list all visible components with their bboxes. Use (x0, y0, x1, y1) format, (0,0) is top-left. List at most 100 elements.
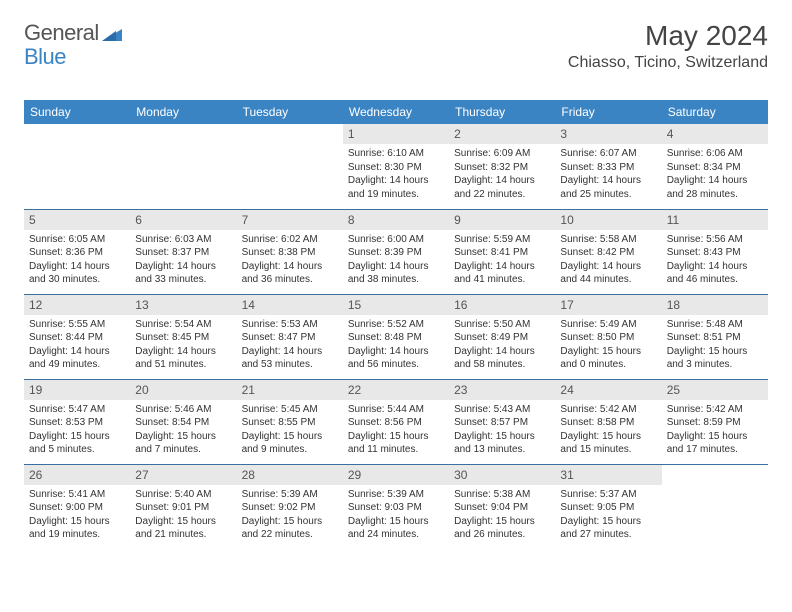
calendar-cell-empty (237, 124, 343, 209)
calendar-cell: 4Sunrise: 6:06 AMSunset: 8:34 PMDaylight… (662, 124, 768, 209)
cell-sunrise: Sunrise: 5:46 AM (135, 403, 231, 417)
cell-daylight2: and 0 minutes. (560, 358, 656, 372)
calendar-cell: 7Sunrise: 6:02 AMSunset: 8:38 PMDaylight… (237, 209, 343, 294)
calendar-cell-empty (662, 464, 768, 549)
cell-sunrise: Sunrise: 5:39 AM (348, 488, 444, 502)
calendar-week: 5Sunrise: 6:05 AMSunset: 8:36 PMDaylight… (24, 209, 768, 294)
cell-sunset: Sunset: 9:04 PM (454, 501, 550, 515)
calendar-cell: 1Sunrise: 6:10 AMSunset: 8:30 PMDaylight… (343, 124, 449, 209)
calendar-cell: 12Sunrise: 5:55 AMSunset: 8:44 PMDayligh… (24, 294, 130, 379)
cell-sunrise: Sunrise: 5:38 AM (454, 488, 550, 502)
day-number: 29 (343, 465, 449, 485)
calendar-cell: 17Sunrise: 5:49 AMSunset: 8:50 PMDayligh… (555, 294, 661, 379)
cell-sunrise: Sunrise: 5:40 AM (135, 488, 231, 502)
cell-daylight2: and 5 minutes. (29, 443, 125, 457)
cell-daylight2: and 33 minutes. (135, 273, 231, 287)
cell-sunset: Sunset: 8:44 PM (29, 331, 125, 345)
cell-sunset: Sunset: 8:50 PM (560, 331, 656, 345)
calendar-cell: 30Sunrise: 5:38 AMSunset: 9:04 PMDayligh… (449, 464, 555, 549)
day-number: 19 (24, 380, 130, 400)
calendar-cell-empty (130, 124, 236, 209)
cell-daylight2: and 26 minutes. (454, 528, 550, 542)
calendar-page: General May 2024 Chiasso, Ticino, Switze… (0, 0, 792, 612)
cell-sunset: Sunset: 8:58 PM (560, 416, 656, 430)
cell-daylight2: and 49 minutes. (29, 358, 125, 372)
cell-sunrise: Sunrise: 5:48 AM (667, 318, 763, 332)
cell-daylight1: Daylight: 14 hours (29, 260, 125, 274)
cell-daylight1: Daylight: 14 hours (242, 260, 338, 274)
cell-sunset: Sunset: 8:51 PM (667, 331, 763, 345)
calendar-head: SundayMondayTuesdayWednesdayThursdayFrid… (24, 100, 768, 124)
cell-sunrise: Sunrise: 5:58 AM (560, 233, 656, 247)
cell-daylight1: Daylight: 14 hours (135, 260, 231, 274)
cell-sunset: Sunset: 9:03 PM (348, 501, 444, 515)
cell-sunrise: Sunrise: 5:56 AM (667, 233, 763, 247)
calendar-week: 19Sunrise: 5:47 AMSunset: 8:53 PMDayligh… (24, 379, 768, 464)
day-number: 17 (555, 295, 661, 315)
cell-sunset: Sunset: 8:39 PM (348, 246, 444, 260)
day-number: 14 (237, 295, 343, 315)
day-number: 21 (237, 380, 343, 400)
calendar-cell: 2Sunrise: 6:09 AMSunset: 8:32 PMDaylight… (449, 124, 555, 209)
cell-sunset: Sunset: 8:57 PM (454, 416, 550, 430)
cell-sunrise: Sunrise: 6:10 AM (348, 147, 444, 161)
weekday-header: Saturday (662, 100, 768, 124)
calendar-cell: 20Sunrise: 5:46 AMSunset: 8:54 PMDayligh… (130, 379, 236, 464)
cell-daylight1: Daylight: 15 hours (29, 430, 125, 444)
cell-sunset: Sunset: 8:30 PM (348, 161, 444, 175)
cell-sunrise: Sunrise: 5:52 AM (348, 318, 444, 332)
cell-daylight2: and 30 minutes. (29, 273, 125, 287)
cell-sunrise: Sunrise: 5:43 AM (454, 403, 550, 417)
cell-daylight2: and 36 minutes. (242, 273, 338, 287)
cell-daylight2: and 44 minutes. (560, 273, 656, 287)
cell-sunset: Sunset: 8:55 PM (242, 416, 338, 430)
weekday-header: Sunday (24, 100, 130, 124)
calendar-cell: 27Sunrise: 5:40 AMSunset: 9:01 PMDayligh… (130, 464, 236, 549)
calendar-cell: 9Sunrise: 5:59 AMSunset: 8:41 PMDaylight… (449, 209, 555, 294)
cell-daylight1: Daylight: 15 hours (348, 430, 444, 444)
cell-daylight1: Daylight: 14 hours (135, 345, 231, 359)
calendar-cell: 11Sunrise: 5:56 AMSunset: 8:43 PMDayligh… (662, 209, 768, 294)
weekday-header: Wednesday (343, 100, 449, 124)
day-number: 1 (343, 124, 449, 144)
cell-daylight2: and 7 minutes. (135, 443, 231, 457)
cell-sunset: Sunset: 8:41 PM (454, 246, 550, 260)
cell-daylight2: and 51 minutes. (135, 358, 231, 372)
calendar-table: SundayMondayTuesdayWednesdayThursdayFrid… (24, 100, 768, 549)
cell-sunrise: Sunrise: 6:03 AM (135, 233, 231, 247)
cell-daylight1: Daylight: 15 hours (29, 515, 125, 529)
cell-sunrise: Sunrise: 5:50 AM (454, 318, 550, 332)
cell-daylight1: Daylight: 14 hours (348, 260, 444, 274)
cell-sunrise: Sunrise: 5:44 AM (348, 403, 444, 417)
cell-daylight2: and 13 minutes. (454, 443, 550, 457)
cell-daylight1: Daylight: 15 hours (348, 515, 444, 529)
cell-daylight1: Daylight: 14 hours (454, 260, 550, 274)
day-number: 23 (449, 380, 555, 400)
cell-sunset: Sunset: 8:47 PM (242, 331, 338, 345)
cell-sunrise: Sunrise: 6:06 AM (667, 147, 763, 161)
cell-daylight1: Daylight: 14 hours (560, 260, 656, 274)
cell-daylight1: Daylight: 15 hours (242, 515, 338, 529)
cell-daylight2: and 3 minutes. (667, 358, 763, 372)
weekday-header: Monday (130, 100, 236, 124)
calendar-cell: 14Sunrise: 5:53 AMSunset: 8:47 PMDayligh… (237, 294, 343, 379)
cell-sunset: Sunset: 8:49 PM (454, 331, 550, 345)
cell-sunrise: Sunrise: 6:00 AM (348, 233, 444, 247)
cell-sunrise: Sunrise: 5:45 AM (242, 403, 338, 417)
logo-blue-wrap: Blue (24, 44, 66, 70)
cell-daylight1: Daylight: 14 hours (348, 345, 444, 359)
cell-daylight2: and 28 minutes. (667, 188, 763, 202)
cell-sunset: Sunset: 8:53 PM (29, 416, 125, 430)
cell-daylight2: and 9 minutes. (242, 443, 338, 457)
day-number: 5 (24, 210, 130, 230)
cell-daylight1: Daylight: 14 hours (454, 174, 550, 188)
day-number: 11 (662, 210, 768, 230)
title-block: May 2024 Chiasso, Ticino, Switzerland (568, 20, 768, 72)
day-number: 22 (343, 380, 449, 400)
cell-daylight2: and 11 minutes. (348, 443, 444, 457)
day-number: 10 (555, 210, 661, 230)
location: Chiasso, Ticino, Switzerland (568, 54, 768, 72)
day-number: 6 (130, 210, 236, 230)
cell-sunset: Sunset: 8:42 PM (560, 246, 656, 260)
cell-sunrise: Sunrise: 6:09 AM (454, 147, 550, 161)
